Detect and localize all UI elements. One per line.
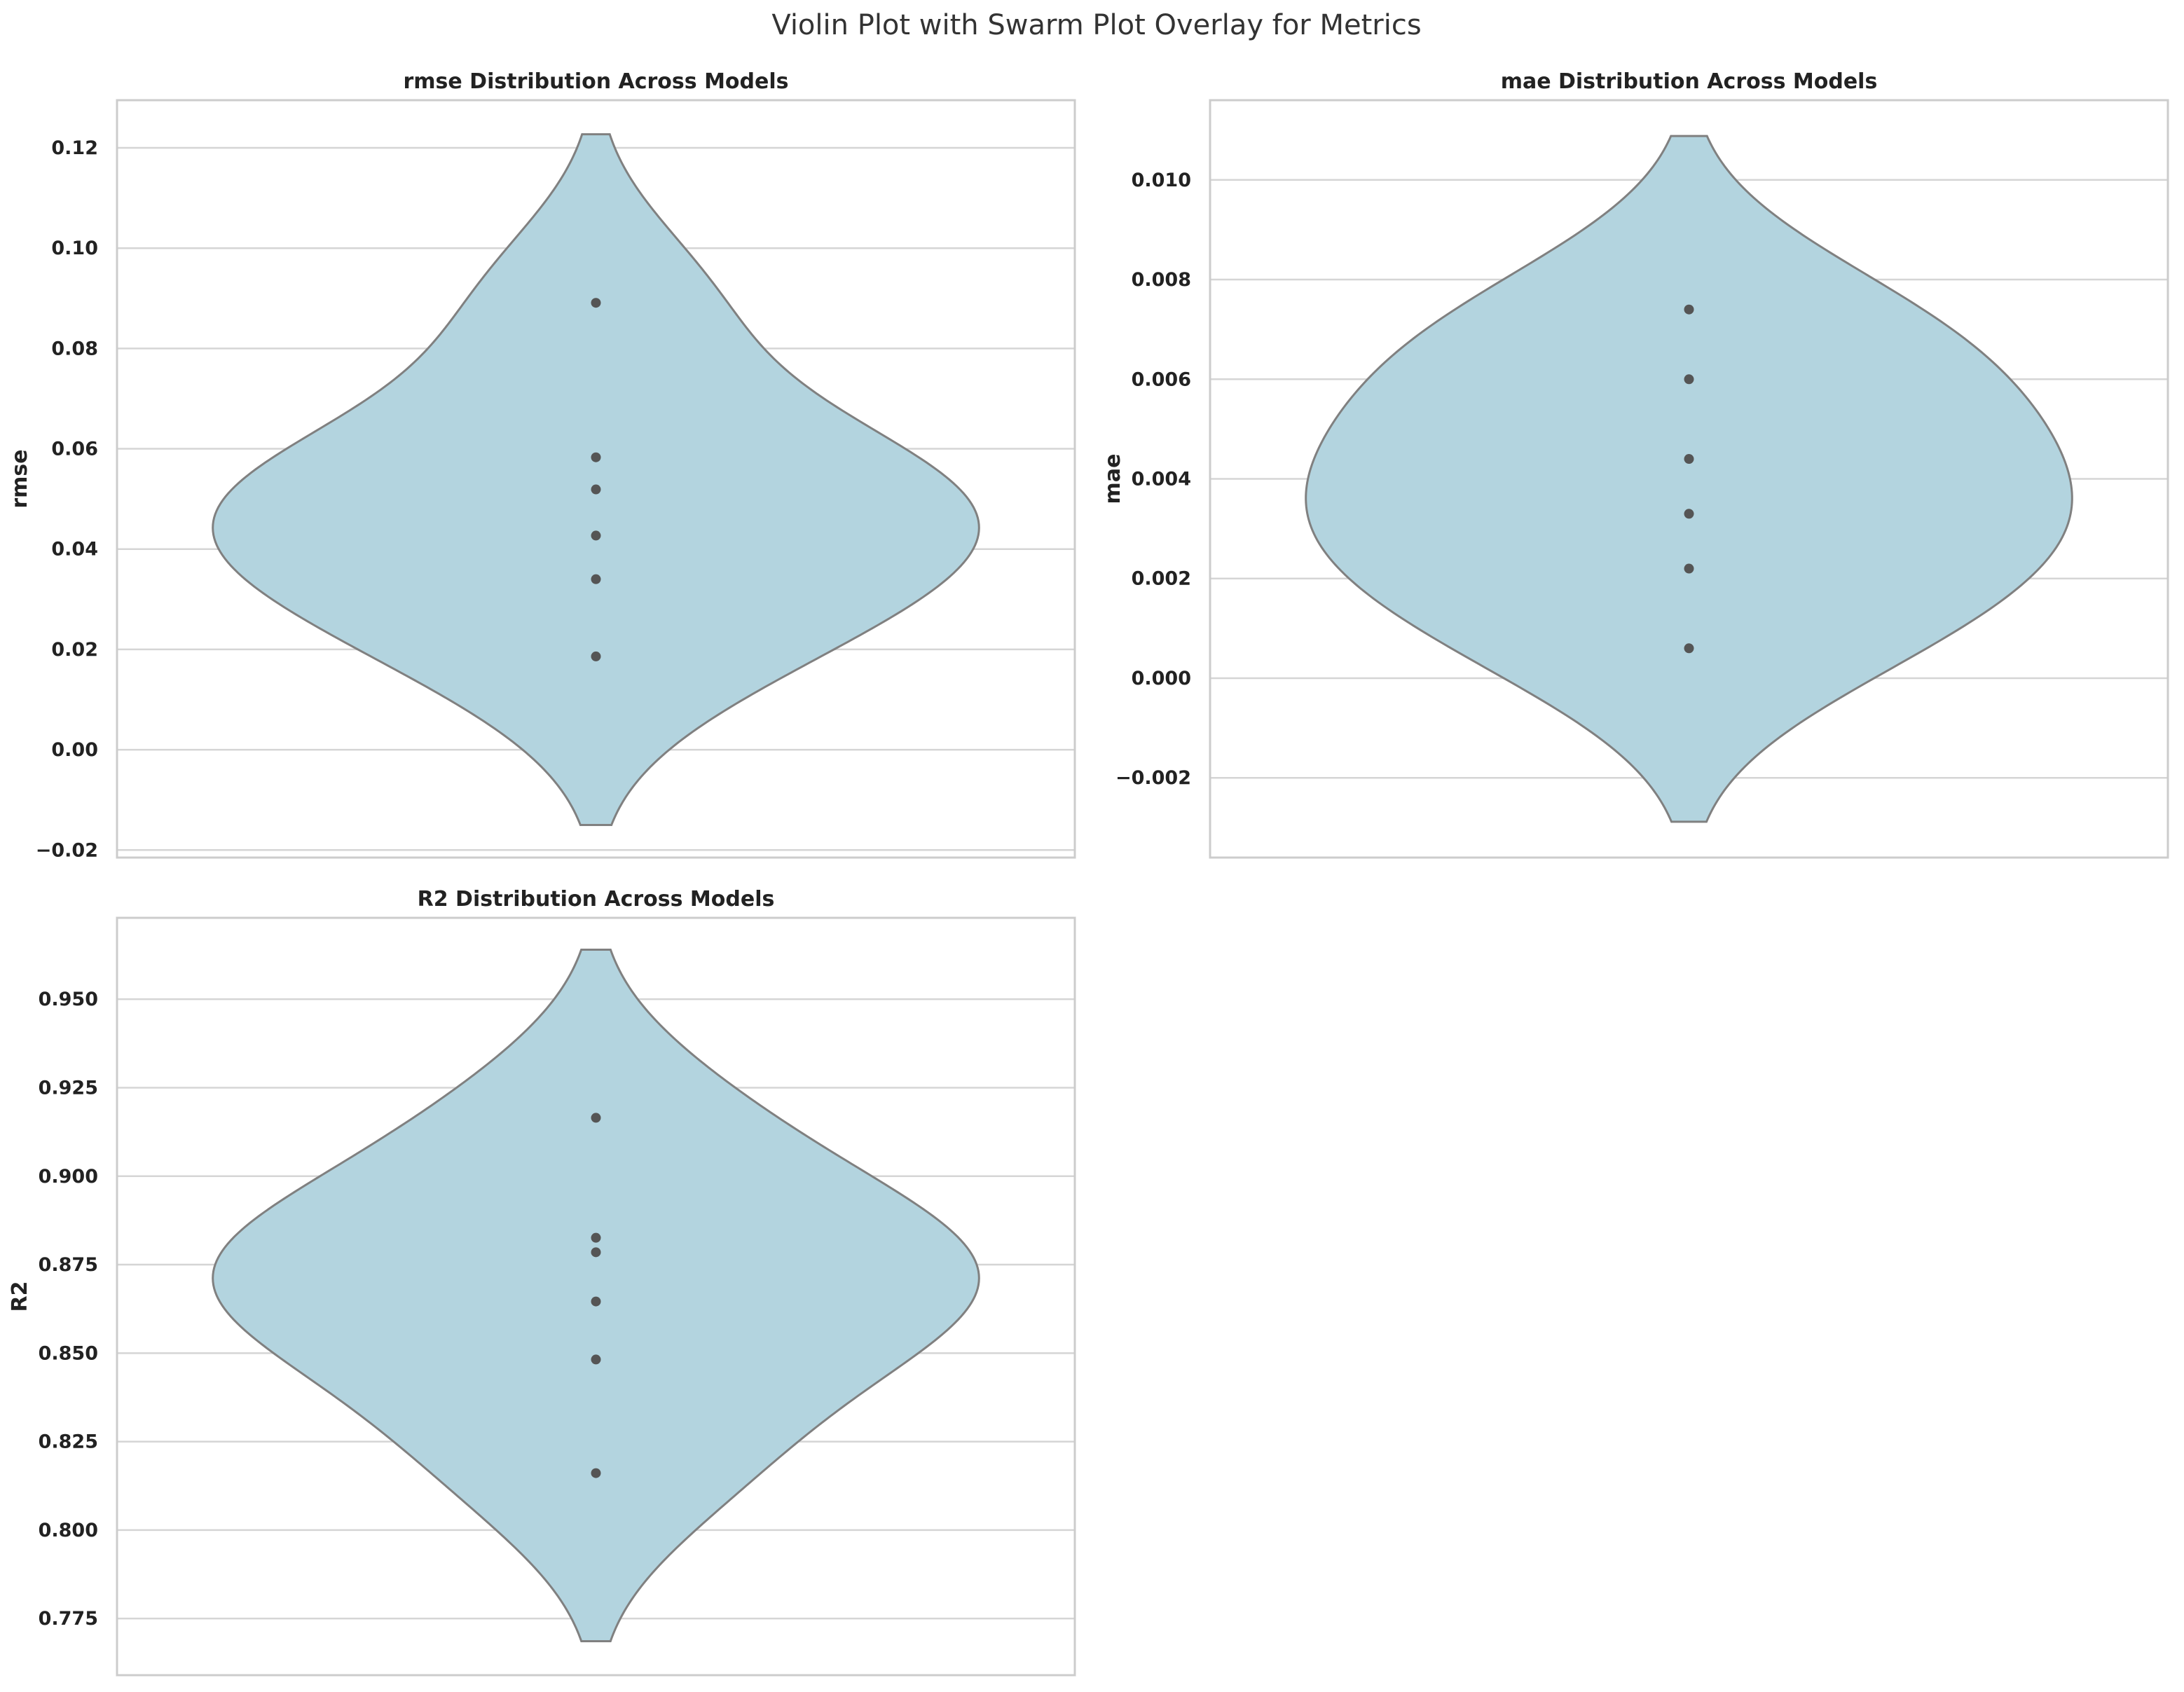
figure-title: Violin Plot with Swarm Plot Overlay for …	[771, 9, 1421, 41]
data-point	[1684, 304, 1694, 315]
y-axis-label: R2	[8, 1281, 32, 1312]
data-point	[1684, 563, 1694, 574]
violin-body	[212, 949, 980, 1642]
violin-body	[1305, 135, 2073, 823]
data-point	[591, 1113, 601, 1123]
y-tick-label: 0.02	[51, 639, 98, 661]
y-tick-label: −0.02	[36, 839, 98, 861]
axes-frame	[1209, 99, 2169, 859]
data-point	[1684, 454, 1694, 465]
y-tick-label: 0.008	[1132, 269, 1191, 291]
data-point	[591, 298, 601, 308]
y-tick-label: 0.875	[39, 1254, 98, 1276]
subplot-rmse: −0.02 0.00 0.02 0.04 0.06 0.08 0.10 0.12 rmse Di…	[8, 69, 1076, 861]
data-point	[591, 1468, 601, 1478]
y-tick-label: 0.900	[39, 1166, 98, 1188]
y-tick-label: 0.004	[1132, 469, 1191, 490]
y-tick-label: 0.04	[51, 539, 98, 560]
y-axis-label: rmse	[8, 449, 32, 508]
y-tick-label: 0.775	[39, 1608, 98, 1630]
axes-frame	[116, 916, 1076, 1677]
y-tick-label: 0.12	[51, 137, 98, 159]
data-point	[591, 1354, 601, 1365]
data-point	[591, 452, 601, 462]
axes-frame	[116, 99, 1076, 859]
y-tick-label: 0.925	[39, 1077, 98, 1099]
data-point	[1684, 374, 1694, 385]
y-tick-label: 0.800	[39, 1520, 98, 1541]
y-tick-label: 0.10	[51, 238, 98, 259]
subplot-title: rmse Distribution Across Models	[403, 69, 788, 94]
y-tick-label: 0.010	[1132, 170, 1191, 191]
y-tick-label: 0.006	[1132, 369, 1191, 390]
data-point	[1684, 509, 1694, 519]
subplot-mae: −0.002 0.000 0.002 0.004 0.006 0.008 0.010 mae …	[1101, 69, 2169, 859]
data-point	[591, 530, 601, 541]
data-point	[591, 1232, 601, 1243]
y-tick-label: 0.08	[51, 338, 98, 359]
y-tick-label: 0.950	[39, 989, 98, 1010]
y-tick-label: 0.06	[51, 439, 98, 460]
data-point	[591, 1247, 601, 1258]
y-tick-label: 0.00	[51, 739, 98, 761]
data-point	[591, 574, 601, 584]
violin-body	[212, 133, 980, 827]
data-point	[1684, 643, 1694, 654]
data-point	[591, 1296, 601, 1307]
y-axis-label: mae	[1101, 454, 1125, 504]
subplot-title: R2 Distribution Across Models	[418, 887, 775, 912]
data-point	[591, 651, 601, 661]
y-tick-label: 0.825	[39, 1431, 98, 1453]
subplot-R2: 0.775 0.800 0.825 0.850 0.875 0.900 0.925 0.950…	[8, 887, 1076, 1677]
y-tick-label: −0.002	[1115, 767, 1191, 789]
y-tick-label: 0.000	[1132, 668, 1191, 689]
subplot-title: mae Distribution Across Models	[1501, 69, 1878, 94]
data-point	[591, 484, 601, 495]
subplots: −0.02 0.00 0.02 0.04 0.06 0.08 0.10 0.12 rmse Di…	[8, 69, 2169, 1677]
y-tick-label: 0.002	[1132, 568, 1191, 590]
y-tick-label: 0.850	[39, 1342, 98, 1364]
